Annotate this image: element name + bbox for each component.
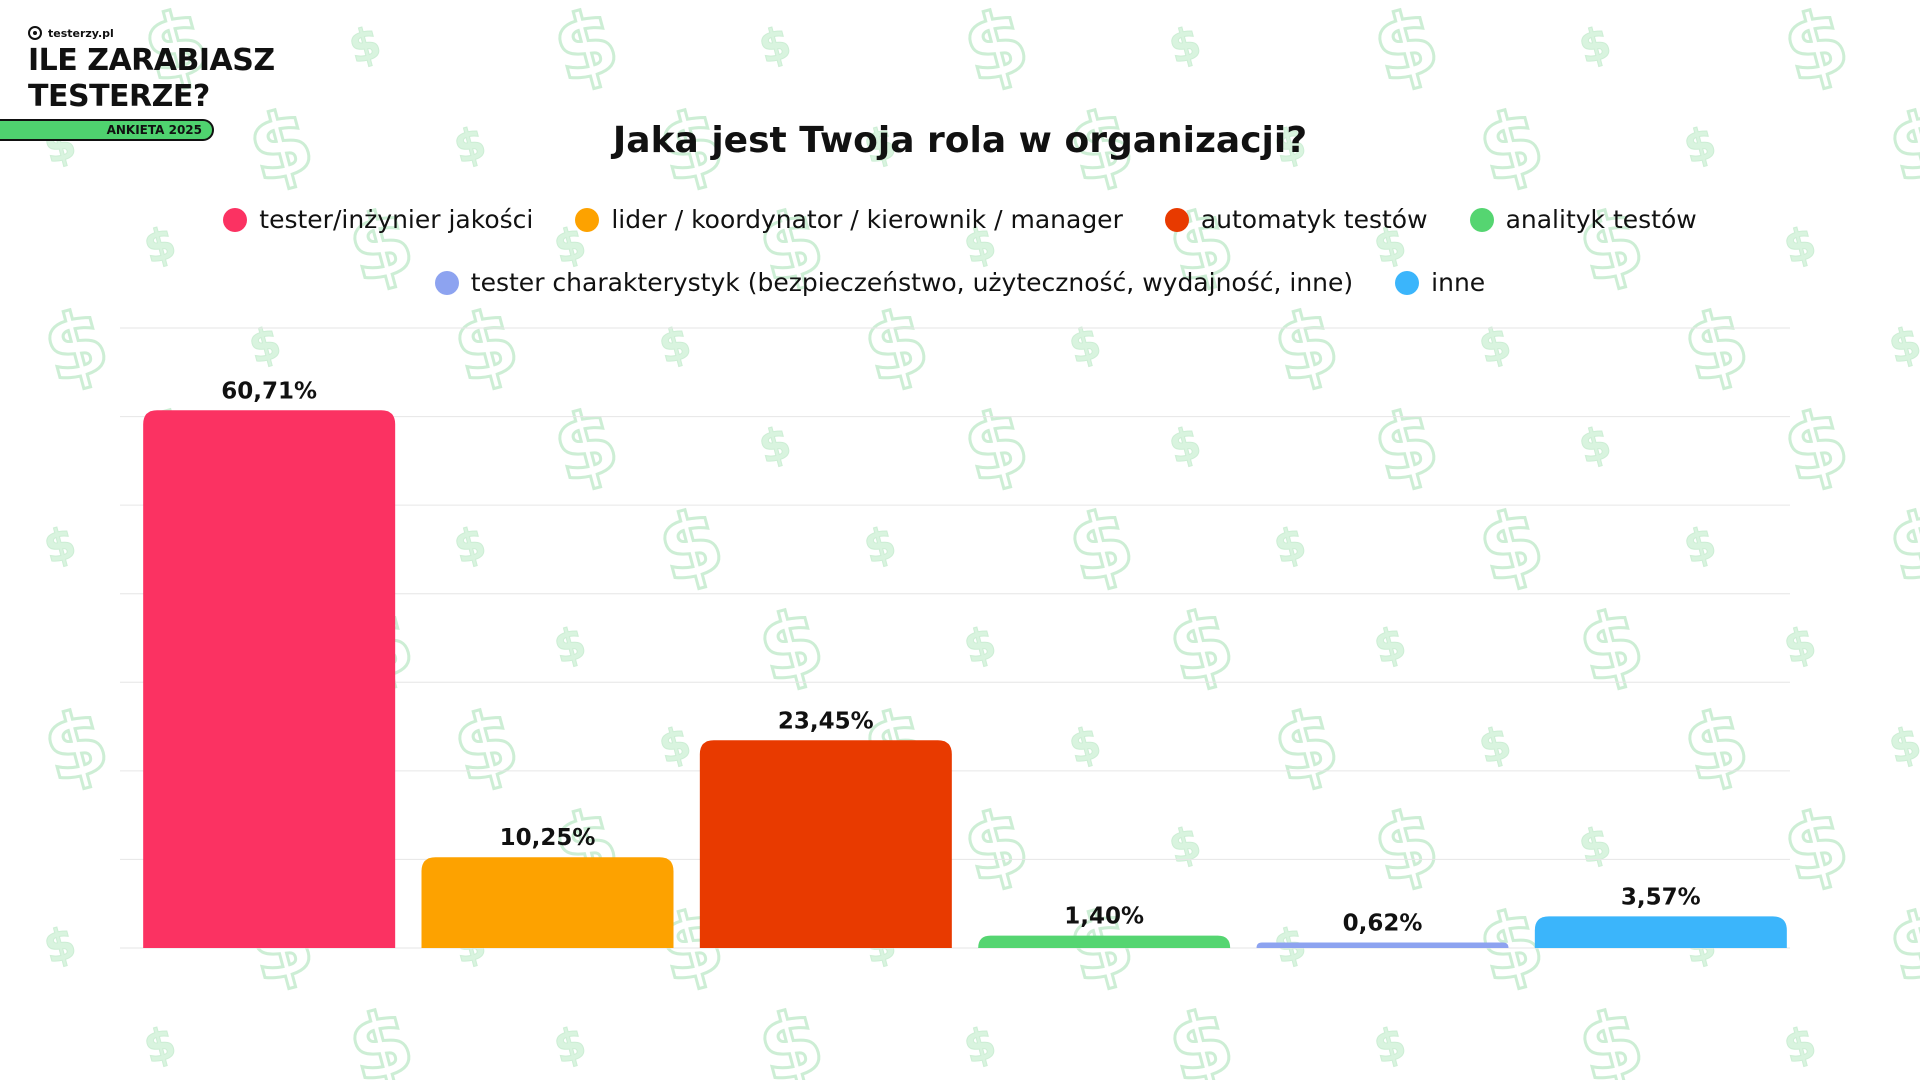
bar-value-label: 0,62% — [1343, 911, 1423, 937]
testerzy-logo-icon — [28, 26, 42, 40]
legend-item: tester/inżynier jakości — [223, 205, 533, 234]
brand-site: testerzy.pl — [48, 26, 114, 40]
legend-item: inne — [1395, 268, 1485, 297]
bar — [143, 410, 396, 949]
bar-value-label: 10,25% — [500, 825, 596, 851]
legend-label: analityk testów — [1505, 205, 1697, 234]
brand-logo: testerzy.pl — [28, 26, 275, 40]
bar — [1256, 942, 1509, 948]
legend-item: tester charakterystyk (bezpieczeństwo, u… — [434, 268, 1354, 297]
legend-color-dot — [434, 270, 459, 295]
legend-color-dot — [1469, 207, 1494, 232]
chart-title: Jaka jest Twoja rola w organizacji? — [612, 120, 1308, 161]
bar — [699, 740, 952, 948]
legend-label: lider / koordynator / kierownik / manage… — [611, 205, 1123, 234]
legend-label: tester charakterystyk (bezpieczeństwo, u… — [470, 268, 1354, 297]
bar-value-label: 23,45% — [778, 708, 874, 734]
legend-row: tester/inżynier jakości lider / koordynat… — [0, 205, 1920, 234]
bar — [978, 935, 1231, 948]
legend-item: lider / koordynator / kierownik / manage… — [575, 205, 1123, 234]
dollar-sign-icon: $ — [1779, 217, 1822, 274]
bar-value-label: 1,40% — [1064, 904, 1144, 930]
dollar-sign-icon: $ — [1474, 717, 1517, 774]
legend-label: inne — [1431, 268, 1486, 297]
legend-label: tester/inżynier jakości — [259, 205, 534, 234]
bar — [1534, 916, 1787, 948]
bar — [421, 857, 674, 948]
legend-color-dot — [1395, 270, 1420, 295]
legend-item: analityk testów — [1469, 205, 1697, 234]
brand-title-line1: ILE ZARABIASZ — [28, 43, 275, 78]
brand-title-line2: TESTERZE? — [28, 79, 210, 114]
legend-color-dot — [1164, 207, 1189, 232]
legend-color-dot — [223, 207, 248, 232]
legend-color-dot — [575, 207, 600, 232]
brand-block: testerzy.pl ILE ZARABIASZ TESTERZE? — [28, 26, 275, 112]
legend-item: automatyk testów — [1164, 205, 1428, 234]
legend-label: automatyk testów — [1200, 205, 1428, 234]
bar-value-label: 3,57% — [1621, 884, 1701, 910]
legend-row: tester charakterystyk (bezpieczeństwo, u… — [0, 268, 1920, 297]
survey-badge: ANKIETA 2025 — [0, 119, 214, 141]
bar-value-label: 60,71% — [221, 378, 317, 404]
